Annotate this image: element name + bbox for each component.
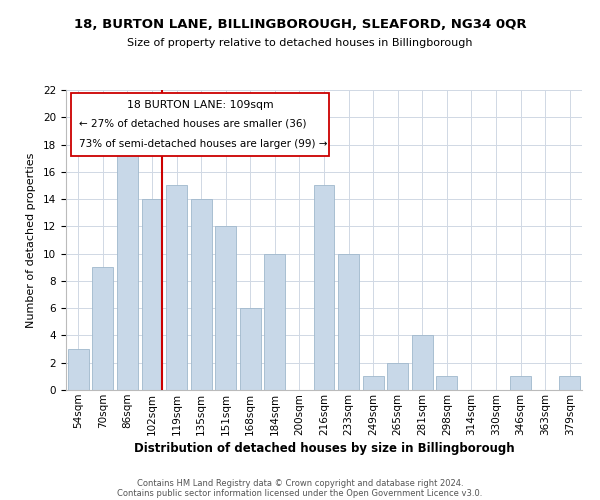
Bar <box>117 144 138 390</box>
Text: 18, BURTON LANE, BILLINGBOROUGH, SLEAFORD, NG34 0QR: 18, BURTON LANE, BILLINGBOROUGH, SLEAFOR… <box>74 18 526 30</box>
Bar <box>436 376 457 390</box>
Bar <box>338 254 359 390</box>
FancyBboxPatch shape <box>71 93 329 156</box>
Bar <box>92 268 113 390</box>
Bar <box>362 376 383 390</box>
X-axis label: Distribution of detached houses by size in Billingborough: Distribution of detached houses by size … <box>134 442 514 455</box>
Bar <box>191 199 212 390</box>
Bar <box>314 186 334 390</box>
Bar <box>240 308 261 390</box>
Text: ← 27% of detached houses are smaller (36): ← 27% of detached houses are smaller (36… <box>79 118 307 128</box>
Bar <box>559 376 580 390</box>
Bar <box>142 199 163 390</box>
Bar <box>68 349 89 390</box>
Text: 18 BURTON LANE: 109sqm: 18 BURTON LANE: 109sqm <box>127 100 274 110</box>
Y-axis label: Number of detached properties: Number of detached properties <box>26 152 36 328</box>
Text: Contains public sector information licensed under the Open Government Licence v3: Contains public sector information licen… <box>118 488 482 498</box>
Text: Contains HM Land Registry data © Crown copyright and database right 2024.: Contains HM Land Registry data © Crown c… <box>137 478 463 488</box>
Bar <box>166 186 187 390</box>
Bar <box>215 226 236 390</box>
Text: Size of property relative to detached houses in Billingborough: Size of property relative to detached ho… <box>127 38 473 48</box>
Bar <box>510 376 531 390</box>
Bar <box>387 362 408 390</box>
Bar <box>265 254 286 390</box>
Bar <box>412 336 433 390</box>
Text: 73% of semi-detached houses are larger (99) →: 73% of semi-detached houses are larger (… <box>79 138 328 148</box>
